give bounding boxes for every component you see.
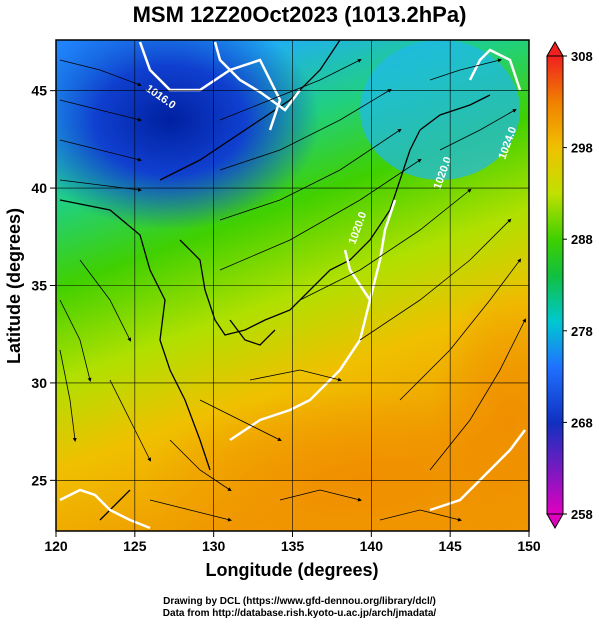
temperature-field: 1016.0 1020.0 1020.0 1024.0 (56, 40, 529, 531)
y-tick-label: 25 (31, 472, 47, 488)
x-tick-label: 120 (44, 538, 68, 554)
map-title: MSM 12Z20Oct2023 (1013.2hPa) (132, 2, 467, 27)
colorbar-tick-label: 288 (571, 232, 593, 247)
x-axis-ticks: 120 125 130 135 140 145 150 (44, 531, 541, 554)
colorbar-min-arrow (546, 513, 564, 530)
x-axis-label: Longitude (degrees) (205, 560, 378, 580)
colorbar-tick-label: 278 (571, 324, 593, 339)
wind-streamlines (59, 58, 526, 522)
y-tick-label: 30 (31, 375, 47, 391)
y-tick-label: 40 (31, 180, 47, 196)
credit-drawing: Drawing by DCL (https://www.gfd-dennou.o… (163, 596, 436, 607)
credits: Drawing by DCL (https://www.gfd-dennou.o… (0, 596, 599, 620)
colorbar-tick-label: 258 (571, 507, 593, 522)
y-tick-label: 45 (31, 83, 47, 99)
colorbar-tick-label: 268 (571, 415, 593, 430)
colorbar-max-arrow (546, 40, 564, 57)
colorbar: 258 268 278 288 298 308 (546, 40, 593, 530)
x-tick-label: 130 (202, 538, 226, 554)
y-axis-label: Latitude (degrees) (4, 208, 24, 364)
credit-data: Data from http://database.rish.kyoto-u.a… (162, 608, 437, 619)
x-tick-label: 135 (281, 538, 305, 554)
x-tick-label: 140 (360, 538, 384, 554)
x-tick-label: 150 (517, 538, 541, 554)
y-tick-label: 35 (31, 278, 47, 294)
y-axis-ticks: 25 30 35 40 45 (31, 83, 56, 488)
x-tick-label: 145 (438, 538, 462, 554)
x-tick-label: 125 (123, 538, 147, 554)
colorbar-tick-label: 308 (571, 49, 593, 64)
colorbar-tick-label: 298 (571, 141, 593, 156)
